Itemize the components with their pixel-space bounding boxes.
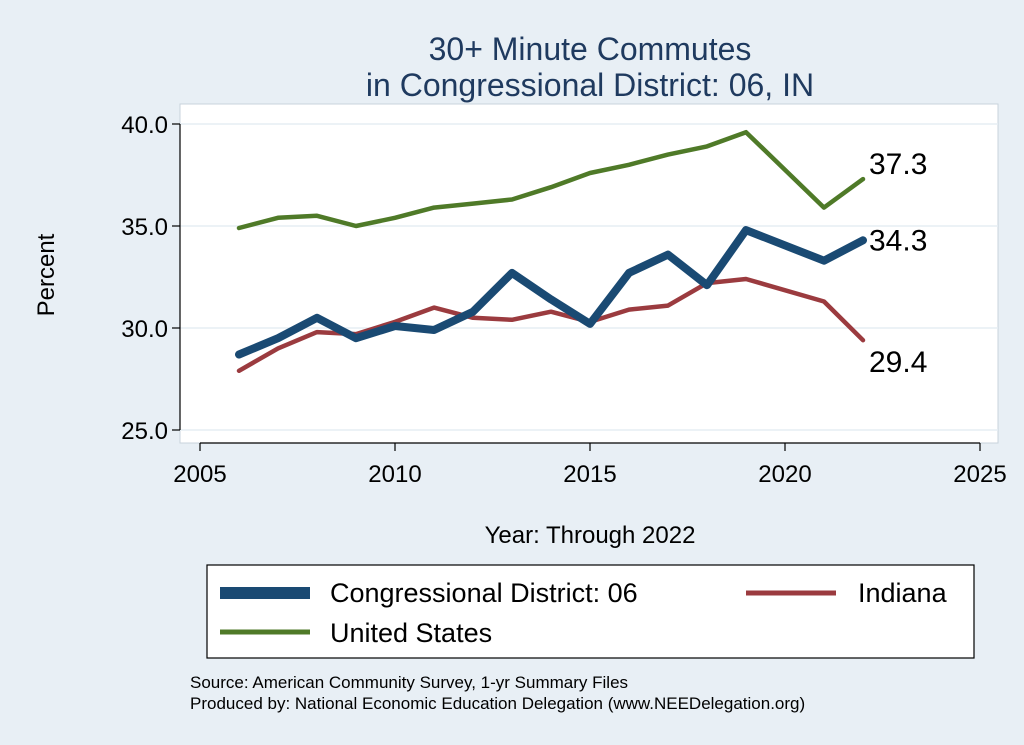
end-label-us: 37.3 bbox=[869, 148, 927, 181]
chart-title-line-2: in Congressional District: 06, IN bbox=[366, 67, 814, 103]
y-tick-label: 30.0 bbox=[121, 316, 168, 343]
x-tick-label: 2015 bbox=[563, 461, 616, 488]
chart-title-line-1: 30+ Minute Commutes bbox=[429, 31, 752, 67]
x-tick-label: 2020 bbox=[758, 461, 811, 488]
legend-box bbox=[206, 564, 975, 659]
legend-label-cd: Congressional District: 06 bbox=[330, 578, 638, 608]
y-tick-label: 25.0 bbox=[121, 418, 168, 445]
y-tick-label: 35.0 bbox=[121, 214, 168, 241]
legend-label-indiana: Indiana bbox=[858, 578, 948, 608]
series-line-in bbox=[236, 276, 866, 374]
end-labels: 34.3 29.4 37.3 bbox=[869, 148, 927, 379]
series-line-cd bbox=[235, 226, 867, 359]
x-tick-label: 2010 bbox=[368, 461, 421, 488]
y-axis-title: Percent bbox=[33, 233, 60, 316]
y-tick-label: 40.0 bbox=[121, 112, 168, 139]
gridlines bbox=[180, 123, 998, 431]
y-axis: 25.0 30.0 35.0 40.0 bbox=[121, 112, 181, 445]
end-label-in: 29.4 bbox=[869, 346, 927, 379]
series-layer bbox=[235, 129, 867, 374]
x-tick-label: 2025 bbox=[953, 461, 1006, 488]
end-label-cd: 34.3 bbox=[869, 224, 927, 257]
plot-area bbox=[179, 103, 999, 444]
source-line-1: Source: American Community Survey, 1-yr … bbox=[190, 673, 628, 692]
legend: Congressional District: 06 Indiana Unite… bbox=[206, 564, 975, 659]
legend-label-us: United States bbox=[330, 618, 492, 648]
x-axis-title: Year: Through 2022 bbox=[485, 522, 696, 549]
x-axis: 2005 2010 2015 2020 2025 bbox=[173, 442, 1007, 488]
series-line-us bbox=[236, 129, 866, 231]
x-tick-label: 2005 bbox=[173, 461, 226, 488]
source-line-2: Produced by: National Economic Education… bbox=[190, 694, 805, 713]
